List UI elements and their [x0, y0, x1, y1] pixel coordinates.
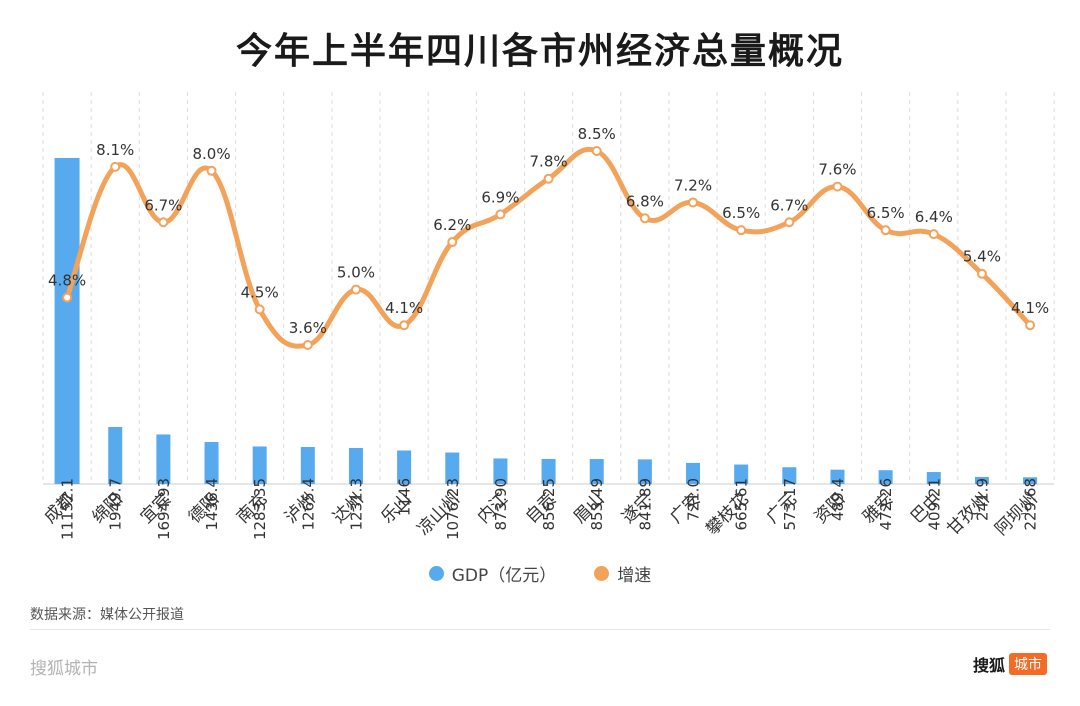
gdp-bar: [926, 472, 941, 484]
gdp-bar: [156, 434, 171, 484]
legend-item-growth[interactable]: 增速: [594, 561, 651, 586]
growth-value-label: 4.1%: [385, 299, 423, 317]
gdp-value-label: 1265.4: [299, 478, 317, 531]
gdp-bar: [686, 462, 701, 484]
growth-value-label: 8.5%: [578, 125, 616, 143]
growth-value-label: 4.5%: [241, 283, 279, 301]
gdp-value-label: 856.25: [540, 478, 558, 531]
gdp-bar: [541, 458, 556, 484]
gdp-value-label: 1436.4: [203, 478, 221, 531]
gdp-value-label: 1283.35: [251, 478, 269, 540]
growth-value-label: 6.7%: [144, 196, 182, 214]
gdp-bar: [830, 469, 845, 484]
growth-point: [447, 237, 458, 248]
gdp-bar: [108, 427, 123, 484]
growth-value-label: 6.2%: [433, 216, 471, 234]
gdp-value-label: 472.26: [877, 478, 895, 531]
growth-point: [688, 197, 699, 208]
gdp-bar: [1023, 477, 1038, 484]
growth-value-label: 8.0%: [192, 145, 230, 163]
gdp-value-label: 11152.1: [59, 478, 77, 540]
gdp-value-label: 1694.93: [155, 478, 173, 540]
gdp-bar: [974, 476, 989, 484]
gdp-value-label: 721.0: [685, 478, 703, 521]
footer-badge: 城市: [1009, 653, 1047, 675]
gdp-value-label: 873.90: [492, 478, 510, 531]
gdp-value-label: 1076.23: [444, 478, 462, 540]
legend: GDP（亿元） 增速: [0, 561, 1080, 586]
gdp-value-label: 489.4: [829, 478, 847, 521]
growth-value-label: 4.1%: [1011, 299, 1049, 317]
gdp-bar: [397, 450, 412, 484]
gdp-value-label: 1231.3: [347, 478, 365, 531]
growth-point: [976, 268, 987, 279]
gdp-value-label: 665.61: [733, 478, 751, 531]
source-note: 数据来源：媒体公开报道: [30, 607, 184, 623]
growth-point: [832, 181, 843, 192]
growth-point: [350, 284, 361, 295]
legend-dot-gdp: [428, 566, 444, 581]
gdp-bar: [734, 464, 749, 484]
growth-value-label: 5.4%: [963, 248, 1001, 266]
footer-left-brand: 搜狐城市: [30, 659, 98, 679]
legend-label-growth: 增速: [617, 566, 652, 586]
growth-value-label: 6.5%: [867, 204, 905, 222]
growth-value-label: 4.8%: [48, 271, 86, 289]
legend-label-gdp: GDP（亿元）: [451, 566, 557, 586]
gdp-bar: [493, 458, 508, 484]
gdp-bar: [782, 467, 797, 484]
growth-point: [62, 292, 73, 303]
legend-item-gdp[interactable]: GDP（亿元）: [428, 561, 557, 586]
gdp-value-label: 409.21: [925, 478, 943, 531]
growth-value-label: 5.0%: [337, 264, 375, 282]
chart-title: 今年上半年四川各市州经济总量概况: [235, 31, 844, 72]
growth-value-label: 7.6%: [818, 161, 856, 179]
footer-brand-text: 搜狐: [972, 656, 1005, 675]
gdp-value-label: 841.89: [636, 478, 654, 531]
growth-value-label: 7.8%: [530, 153, 568, 171]
growth-point: [495, 209, 506, 220]
growth-point: [399, 320, 410, 331]
gdp-bar: [878, 470, 893, 484]
growth-point: [543, 173, 554, 184]
gdp-value-label: 853.49: [588, 478, 606, 531]
gdp-bar: [637, 459, 652, 484]
growth-point: [639, 213, 650, 224]
growth-value-label: 7.2%: [674, 176, 712, 194]
growth-value-label: 3.6%: [289, 319, 327, 337]
growth-point: [158, 217, 169, 228]
growth-point: [784, 217, 795, 228]
gdp-value-label: 573.17: [781, 478, 799, 531]
gdp-value-label: 241.9: [973, 478, 991, 521]
gdp-value-label: 1146: [396, 478, 414, 516]
gdp-value-label: 229.68: [1022, 478, 1040, 531]
growth-point: [880, 225, 891, 236]
growth-point: [591, 146, 602, 156]
growth-value-label: 6.5%: [722, 204, 760, 222]
gdp-bar: [589, 459, 604, 484]
growth-point: [206, 165, 217, 176]
growth-value-label: 6.9%: [481, 188, 519, 206]
growth-point: [254, 304, 265, 315]
legend-dot-growth: [594, 566, 610, 581]
gdp-bar: [54, 158, 80, 484]
growth-point: [928, 229, 939, 240]
growth-value-label: 6.7%: [770, 196, 808, 214]
gdp-bar: [300, 447, 315, 484]
growth-value-label: 6.8%: [626, 192, 664, 210]
footer-right-logo[interactable]: 搜狐 城市: [973, 652, 1047, 676]
growth-point: [1025, 320, 1036, 331]
growth-point: [110, 161, 121, 172]
growth-value-label: 8.1%: [96, 141, 134, 159]
growth-value-label: 6.4%: [915, 208, 953, 226]
growth-point: [302, 340, 313, 350]
gdp-bar: [348, 448, 363, 484]
gdp-bar: [252, 446, 267, 484]
gdp-bar: [445, 452, 460, 484]
growth-point: [736, 225, 747, 236]
footer-divider: [30, 629, 1050, 630]
gdp-value-label: 1949.7: [107, 478, 125, 531]
gdp-bar: [204, 442, 219, 484]
